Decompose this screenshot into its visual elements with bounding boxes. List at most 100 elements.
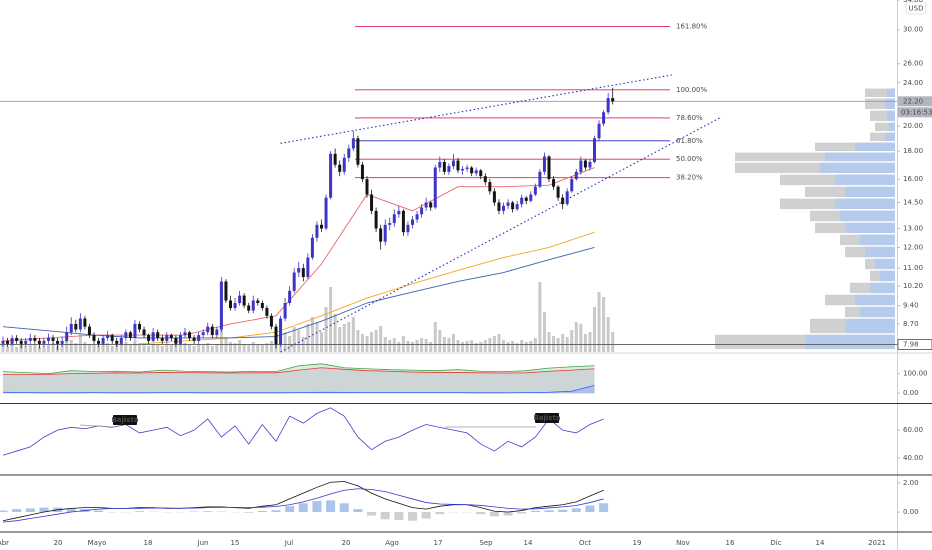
candle-body — [524, 197, 528, 201]
volume-bar — [15, 347, 19, 352]
volume-bar — [219, 327, 223, 352]
volume-bar — [1, 344, 5, 352]
volume-bar — [78, 334, 82, 352]
volume-bar — [233, 343, 237, 352]
candle-body — [1, 340, 5, 344]
candle-body — [51, 337, 55, 341]
candle-body — [470, 167, 474, 174]
candle-body — [147, 335, 151, 341]
y-tick-label: 30.00 — [903, 26, 923, 34]
candle-body — [320, 224, 323, 229]
histogram-bar — [244, 511, 254, 513]
volume-bar — [456, 340, 460, 352]
volume-profile-up — [885, 132, 895, 142]
x-tick-label: 20 — [54, 539, 63, 547]
annotation-label: Bajista — [533, 414, 560, 422]
candle-body — [256, 300, 260, 304]
volume-bar — [397, 342, 401, 352]
volume-profile-total — [865, 88, 895, 97]
candle-body — [570, 179, 574, 192]
candle-body — [260, 303, 264, 309]
volume-bar — [115, 345, 119, 352]
candle-body — [506, 202, 510, 206]
candle-body — [92, 335, 96, 341]
volume-bar — [360, 334, 364, 352]
candle-body — [579, 160, 583, 172]
y-tick-label: 40.00 — [903, 454, 923, 462]
y-tick-label: 9.40 — [903, 302, 919, 310]
volume-bar — [415, 340, 419, 352]
volume-bar — [438, 330, 442, 352]
candle-body — [119, 337, 123, 344]
volume-bar — [210, 346, 214, 352]
x-tick-label: 19 — [633, 539, 642, 547]
volume-profile-up — [845, 222, 895, 234]
candle-body — [133, 323, 137, 338]
y-tick-label: 12.00 — [903, 243, 923, 251]
candle-body — [333, 153, 337, 165]
histogram-bar — [585, 505, 595, 512]
candle-body — [247, 305, 251, 311]
y-tick-label: 24.00 — [903, 79, 923, 87]
candle-body — [56, 340, 60, 344]
volume-bar — [119, 344, 123, 352]
x-tick-label: 20 — [342, 539, 351, 547]
candle-body — [465, 167, 469, 169]
volume-bar — [65, 338, 69, 352]
candle-body — [174, 337, 178, 344]
candle-body — [33, 337, 37, 341]
indicator-line — [2, 481, 604, 522]
annotation-label: Bajista — [111, 416, 138, 424]
fib-label: 61.80% — [676, 137, 703, 145]
last-price-badge — [898, 96, 932, 107]
candle-body — [83, 318, 87, 327]
candle-body — [301, 268, 305, 277]
volume-profile-up — [887, 110, 895, 122]
volume-profile-up — [889, 122, 895, 132]
candle-body — [47, 337, 50, 341]
volume-bar — [529, 341, 533, 352]
histogram-bar — [25, 508, 35, 512]
candle-body — [379, 228, 383, 242]
y-tick-label: 34.00 — [903, 0, 923, 4]
histogram-bar — [367, 511, 377, 516]
histogram-bar — [66, 508, 76, 512]
volume-bar — [533, 338, 537, 352]
candle-body — [397, 210, 401, 215]
volume-bar — [492, 336, 496, 352]
volume-bar — [260, 345, 264, 352]
volume-bar — [69, 340, 73, 352]
volume-bar — [593, 307, 596, 352]
volume-profile-up — [855, 294, 895, 306]
histogram-bar — [353, 509, 363, 512]
candle-body — [197, 335, 201, 341]
annotation-box — [113, 415, 137, 425]
volume-profile-total — [735, 152, 895, 162]
candle-body — [233, 303, 237, 309]
volume-bar — [106, 343, 110, 352]
volume-bar — [552, 336, 556, 352]
volume-bar — [6, 346, 10, 352]
candle-body — [424, 202, 428, 208]
candle-body — [97, 340, 101, 344]
volume-bar — [488, 338, 492, 352]
candle-body — [306, 257, 310, 277]
volume-bar — [579, 324, 583, 352]
currency-box[interactable] — [905, 1, 927, 15]
candle-body — [169, 335, 173, 338]
candle-body — [279, 318, 283, 345]
trendline — [280, 116, 723, 353]
candle-body — [538, 171, 542, 187]
volume-bar — [511, 341, 515, 352]
volume-bar — [188, 345, 192, 352]
candle-body — [274, 326, 278, 345]
volume-profile-up — [885, 98, 895, 109]
candle-body — [201, 332, 205, 336]
volume-bar — [338, 327, 342, 352]
volume-bar — [388, 340, 392, 352]
volume-bar — [124, 342, 128, 352]
volume-bar — [256, 344, 260, 352]
volume-profile-up — [855, 142, 895, 151]
